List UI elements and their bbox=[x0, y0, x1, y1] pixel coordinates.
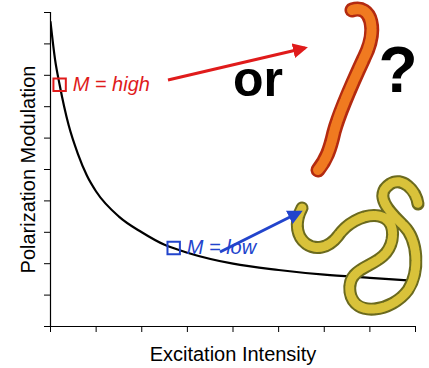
svg-text:M = low: M = low bbox=[186, 236, 257, 259]
svg-text:?: ? bbox=[378, 34, 417, 106]
svg-text:or: or bbox=[233, 51, 283, 107]
svg-text:Polarization Modulation: Polarization Modulation bbox=[17, 66, 39, 274]
svg-text:Excitation Intensity: Excitation Intensity bbox=[150, 343, 317, 365]
svg-text:M = high: M = high bbox=[73, 73, 150, 95]
